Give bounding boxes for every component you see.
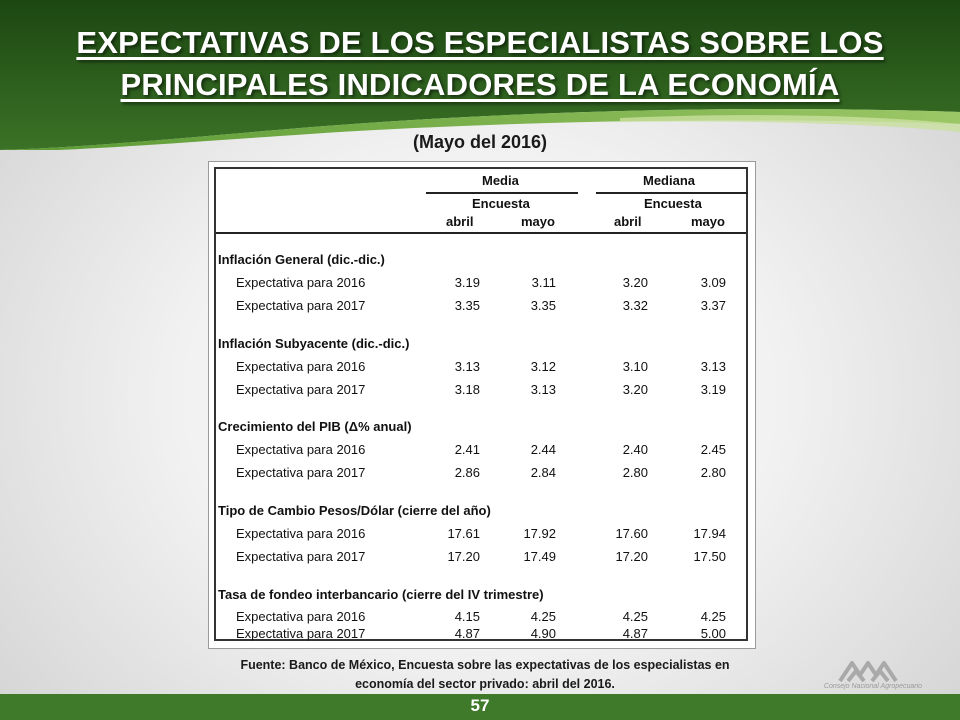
- col-header: mayo: [521, 214, 555, 229]
- header-encuesta-media: Encuesta: [472, 196, 530, 211]
- value-cell: 4.25: [622, 609, 648, 624]
- value-cell: 3.19: [700, 382, 726, 397]
- value-cell: 17.60: [615, 526, 648, 541]
- value-cell: 3.35: [530, 298, 556, 313]
- value-cell: 17.92: [523, 526, 556, 541]
- row-label: Expectativa para 2017: [236, 298, 366, 313]
- media-underline: [426, 192, 578, 194]
- header-mediana: Mediana: [643, 173, 696, 188]
- value-cell: 3.10: [622, 359, 648, 374]
- value-cell: 4.25: [700, 609, 726, 624]
- header-media: Media: [482, 173, 519, 188]
- section-title: Inflación General (dic.-dic.): [218, 252, 385, 267]
- header-banner: EXPECTATIVAS DE LOS ESPECIALISTAS SOBRE …: [0, 0, 960, 150]
- row-label: Expectativa para 2017: [236, 382, 366, 397]
- source-footnote: Fuente: Banco de México, Encuesta sobre …: [200, 656, 770, 694]
- row-label: Expectativa para 2016: [236, 609, 366, 624]
- value-cell: 5.00: [700, 626, 726, 641]
- expectations-table: Media Mediana Encuesta Encuesta abril ma…: [208, 161, 756, 649]
- col-header: abril: [614, 214, 642, 229]
- row-label: Expectativa para 2016: [236, 526, 366, 541]
- value-cell: 2.44: [530, 442, 556, 457]
- value-cell: 3.13: [530, 382, 556, 397]
- page-number: 57: [470, 696, 490, 715]
- value-cell: 3.35: [454, 298, 480, 313]
- row-label: Expectativa para 2017: [236, 465, 366, 480]
- section-title: Crecimiento del PIB (Δ% anual): [218, 419, 412, 434]
- title-line-1: EXPECTATIVAS DE LOS ESPECIALISTAS SOBRE …: [76, 25, 884, 60]
- footnote-line-1: Fuente: Banco de México, Encuesta sobre …: [240, 658, 730, 672]
- header-encuesta-mediana: Encuesta: [644, 196, 702, 211]
- col-header: abril: [446, 214, 474, 229]
- value-cell: 3.19: [454, 275, 480, 290]
- table-frame: Media Mediana Encuesta Encuesta abril ma…: [214, 167, 748, 641]
- col-header: mayo: [691, 214, 725, 229]
- value-cell: 4.87: [622, 626, 648, 641]
- value-cell: 17.94: [693, 526, 726, 541]
- value-cell: 2.86: [454, 465, 480, 480]
- value-cell: 2.80: [700, 465, 726, 480]
- value-cell: 17.50: [693, 549, 726, 564]
- value-cell: 3.13: [700, 359, 726, 374]
- value-cell: 4.87: [454, 626, 480, 641]
- section-title: Tipo de Cambio Pesos/Dólar (cierre del a…: [218, 503, 491, 518]
- value-cell: 17.20: [615, 549, 648, 564]
- value-cell: 2.40: [622, 442, 648, 457]
- value-cell: 3.12: [530, 359, 556, 374]
- value-cell: 3.18: [454, 382, 480, 397]
- value-cell: 3.20: [622, 275, 648, 290]
- value-cell: 3.37: [700, 298, 726, 313]
- value-cell: 3.13: [454, 359, 480, 374]
- value-cell: 2.45: [700, 442, 726, 457]
- value-cell: 3.09: [700, 275, 726, 290]
- subtitle: (Mayo del 2016): [412, 132, 548, 152]
- value-cell: 4.90: [530, 626, 556, 641]
- section-title: Tasa de fondeo interbancario (cierre del…: [218, 587, 544, 602]
- row-label: Expectativa para 2016: [236, 442, 366, 457]
- header-swoosh: [0, 0, 960, 150]
- value-cell: 3.32: [622, 298, 648, 313]
- cna-logo-icon: [838, 661, 898, 683]
- value-cell: 2.41: [454, 442, 480, 457]
- footer-bar: 57: [0, 694, 960, 720]
- row-label: Expectativa para 2016: [236, 275, 366, 290]
- section-title: Inflación Subyacente (dic.-dic.): [218, 336, 410, 351]
- mediana-underline: [596, 192, 748, 194]
- logo-caption: Consejo Nacional Agropecuario: [823, 683, 923, 690]
- row-label: Expectativa para 2017: [236, 626, 366, 641]
- value-cell: 4.15: [454, 609, 480, 624]
- row-label: Expectativa para 2016: [236, 359, 366, 374]
- value-cell: 3.11: [531, 275, 556, 290]
- row-label: Expectativa para 2017: [236, 549, 366, 564]
- page-title: EXPECTATIVAS DE LOS ESPECIALISTAS SOBRE …: [0, 22, 960, 106]
- value-cell: 17.61: [447, 526, 480, 541]
- value-cell: 3.20: [622, 382, 648, 397]
- header-divider: [216, 232, 746, 234]
- value-cell: 17.49: [523, 549, 556, 564]
- footnote-line-2: economía del sector privado: abril del 2…: [355, 677, 615, 691]
- title-line-2: PRINCIPALES INDICADORES DE LA ECONOMÍA: [120, 67, 840, 102]
- value-cell: 4.25: [530, 609, 556, 624]
- value-cell: 2.84: [530, 465, 556, 480]
- value-cell: 2.80: [622, 465, 648, 480]
- value-cell: 17.20: [447, 549, 480, 564]
